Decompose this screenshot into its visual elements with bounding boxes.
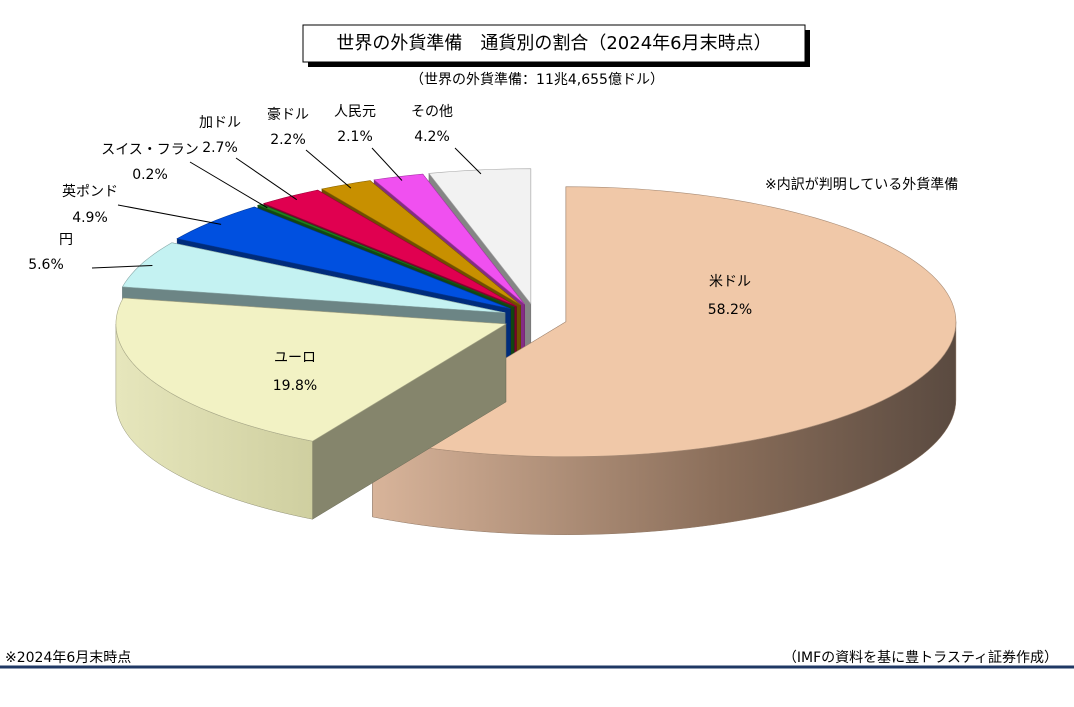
source: （IMFの資料を基に豊トラスティ証券作成） xyxy=(783,649,1058,666)
leader-line xyxy=(189,161,268,209)
slice-value-label: 0.2% xyxy=(132,167,168,183)
slice-label: 加ドル xyxy=(199,115,241,131)
subtitle: （世界の外貨準備：11兆4,655億ドル） xyxy=(410,71,664,88)
pie xyxy=(115,168,957,535)
slice xyxy=(428,168,532,305)
labels: 米ドル 58.2% ユーロ 19.8% 円 5.6% 英ポンド 4.9% スイス・フラン 0.2%… xyxy=(28,104,752,394)
slice xyxy=(262,189,517,307)
footnote: ※2024年6月末時点 xyxy=(5,650,131,666)
leader-line xyxy=(371,147,403,181)
slice-label: 米ドル xyxy=(709,274,751,290)
slice-value-label: 19.8% xyxy=(273,378,317,394)
slice-value-label: 4.9% xyxy=(72,210,108,226)
slice-label: 豪ドル xyxy=(267,107,309,123)
leader-line xyxy=(235,157,298,201)
slice xyxy=(256,203,515,308)
slice-label: その他 xyxy=(411,104,453,120)
leader-line xyxy=(305,149,352,189)
slice-value-label: 2.2% xyxy=(270,132,306,148)
leader-line xyxy=(117,204,222,225)
leader-line xyxy=(454,147,482,175)
slice-label: スイス・フラン xyxy=(101,142,199,158)
slice-value-label: 5.6% xyxy=(28,257,64,273)
slice xyxy=(115,297,507,442)
slice xyxy=(121,242,506,314)
slice-label: ユーロ xyxy=(274,350,316,366)
slice-value-label: 2.1% xyxy=(337,129,373,145)
chart-title: 世界の外貨準備 通貨別の割合（2024年6月末時点） xyxy=(336,33,771,54)
title-box xyxy=(302,24,806,63)
slice xyxy=(176,206,511,310)
slice xyxy=(371,186,957,457)
slice-value-label: 2.7% xyxy=(202,140,238,156)
slice xyxy=(321,180,521,306)
slice-value-label: 58.2% xyxy=(708,302,752,318)
slice-value-label: 4.2% xyxy=(414,129,450,145)
slice-label: 人民元 xyxy=(334,104,376,120)
slice-label: 英ポンド xyxy=(62,183,118,200)
annotation: ※内訳が判明している外貨準備 xyxy=(765,176,958,193)
leader-line xyxy=(91,265,153,269)
slice-label: 円 xyxy=(59,232,73,248)
